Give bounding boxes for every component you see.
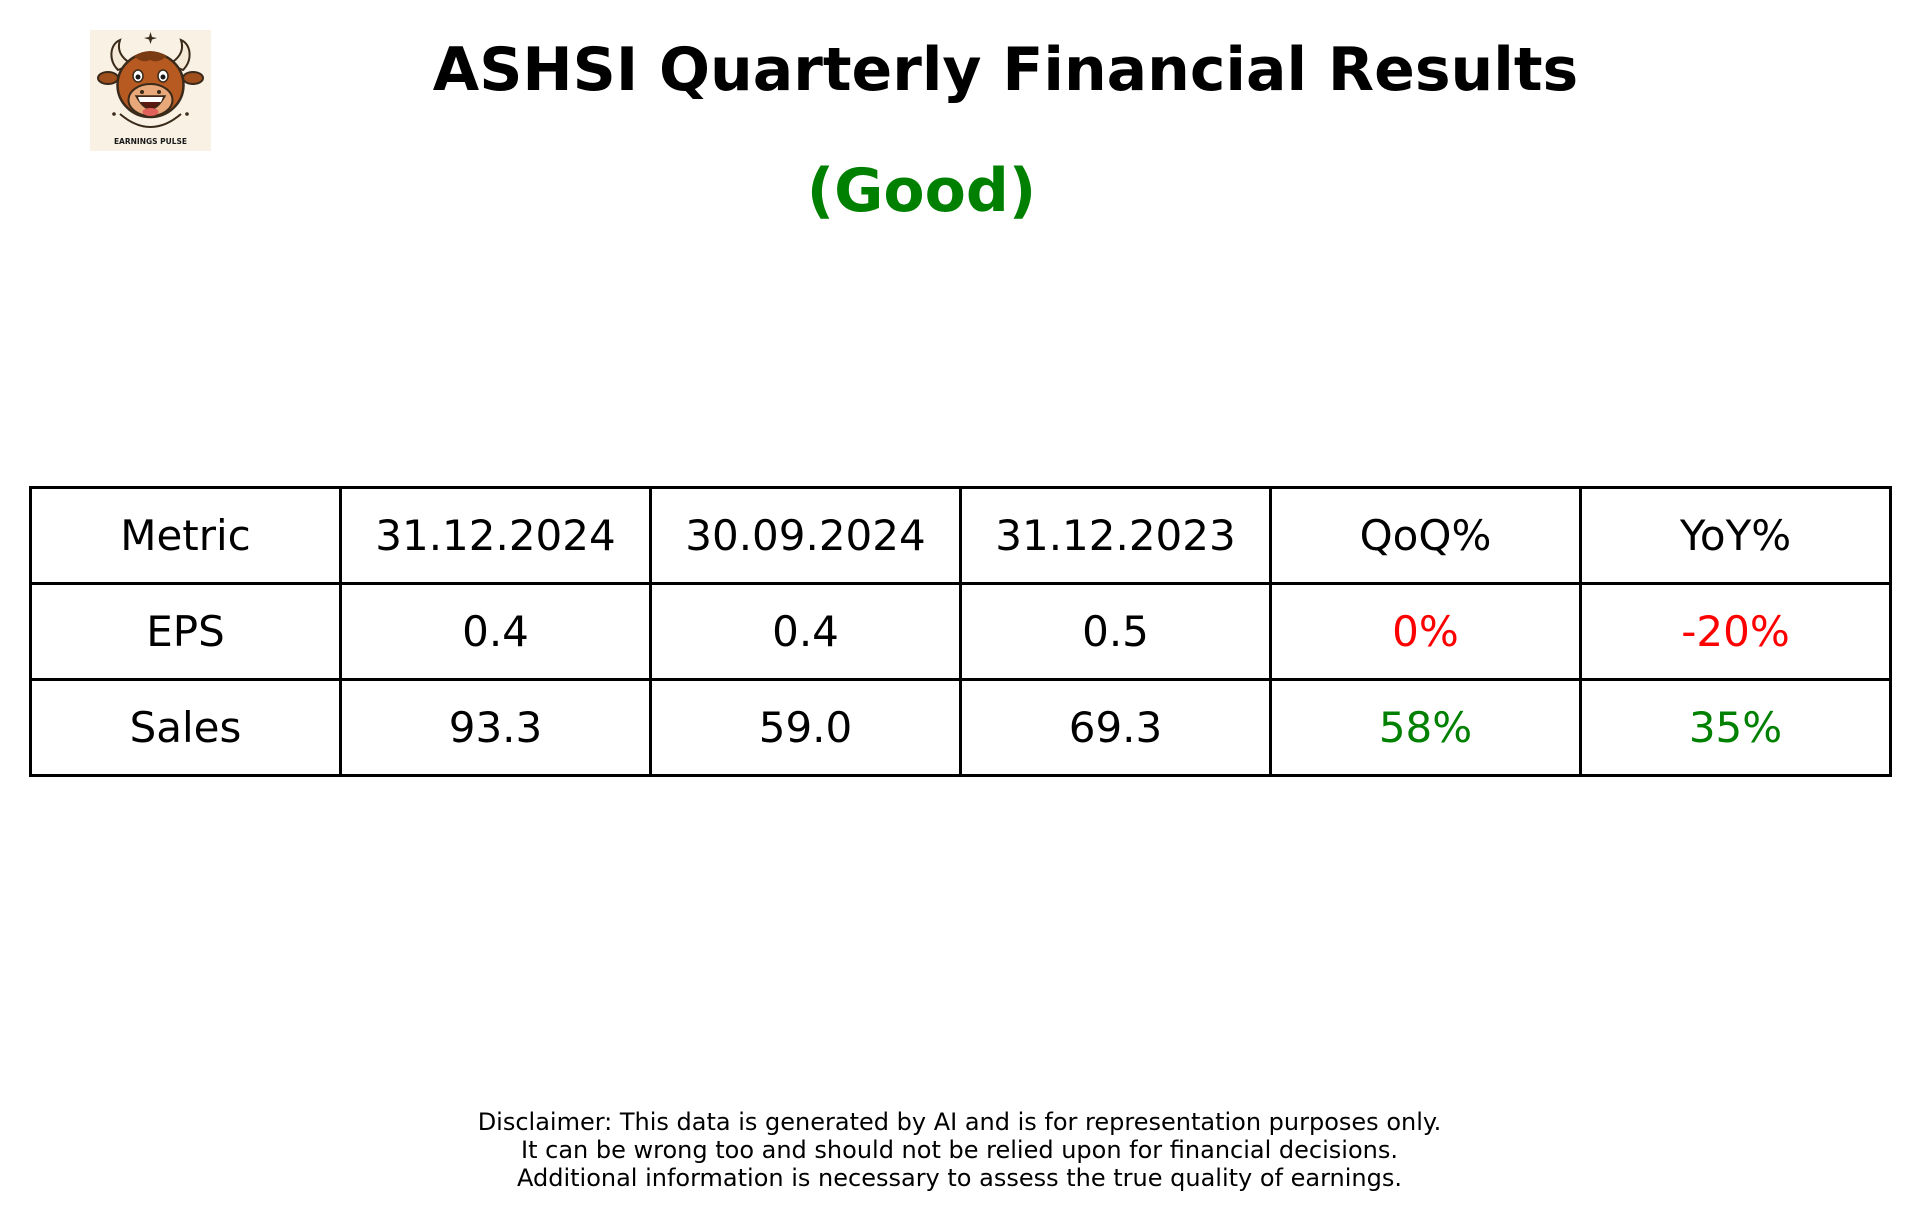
column-header: 31.12.2024 bbox=[339, 486, 652, 585]
table-cell: 0.4 bbox=[339, 582, 652, 681]
page-title: ASHSI Quarterly Financial Results bbox=[432, 35, 1579, 105]
disclaimer-line: Disclaimer: This data is generated by AI… bbox=[477, 1108, 1442, 1136]
table-row: EPS 0.4 0.4 0.5 0% -20% bbox=[29, 582, 1892, 681]
disclaimer-line: It can be wrong too and should not be re… bbox=[521, 1136, 1398, 1164]
table-cell: 59.0 bbox=[649, 678, 962, 777]
disclaimer-line: Additional information is necessary to a… bbox=[516, 1164, 1402, 1192]
column-header: Metric bbox=[29, 486, 342, 585]
row-metric-label: Sales bbox=[29, 678, 342, 777]
column-header: QoQ% bbox=[1269, 486, 1582, 585]
table-cell: 0% bbox=[1269, 582, 1582, 681]
earnings-pulse-logo: EARNINGS PULSE bbox=[90, 30, 211, 151]
results-table: Metric 31.12.2024 30.09.2024 31.12.2023 QoQ%… bbox=[29, 486, 1892, 777]
table-cell: 58% bbox=[1269, 678, 1582, 777]
column-header: YoY% bbox=[1579, 486, 1892, 585]
column-header: 31.12.2023 bbox=[959, 486, 1272, 585]
table-header-row: Metric 31.12.2024 30.09.2024 31.12.2023 QoQ%… bbox=[29, 486, 1892, 585]
table-row: Sales 93.3 59.0 69.3 58% 35% bbox=[29, 678, 1892, 777]
table-cell: 0.5 bbox=[959, 582, 1272, 681]
table-cell: 69.3 bbox=[959, 678, 1272, 777]
table-cell: 93.3 bbox=[339, 678, 652, 777]
bull-mascot-icon: EARNINGS PULSE bbox=[97, 32, 204, 146]
table-cell: 35% bbox=[1579, 678, 1892, 777]
table-cell: 0.4 bbox=[649, 582, 962, 681]
disclaimer: Disclaimer: This data is generated by AI… bbox=[0, 1108, 1919, 1192]
column-header: 30.09.2024 bbox=[649, 486, 962, 585]
logo-text: EARNINGS PULSE bbox=[114, 137, 187, 146]
rating-label: (Good) bbox=[806, 156, 1037, 226]
row-metric-label: EPS bbox=[29, 582, 342, 681]
table-cell: -20% bbox=[1579, 582, 1892, 681]
